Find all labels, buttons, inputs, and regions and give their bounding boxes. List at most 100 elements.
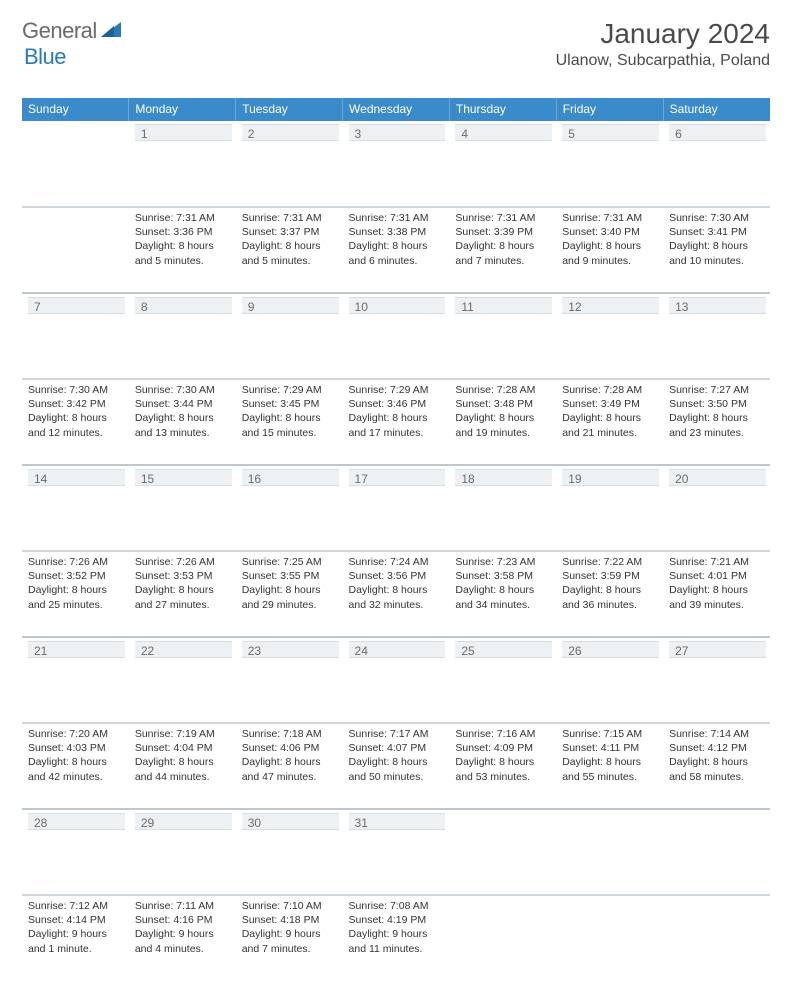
sunset-line: Sunset: 3:49 PM [562, 397, 659, 411]
sunrise-line: Sunrise: 7:29 AM [349, 383, 446, 397]
day-cell: Sunrise: 7:08 AMSunset: 4:19 PMDaylight:… [343, 895, 450, 981]
sunrise-line: Sunrise: 7:28 AM [562, 383, 659, 397]
day-number: 7 [28, 297, 125, 314]
day-cell: Sunrise: 7:14 AMSunset: 4:12 PMDaylight:… [663, 723, 770, 809]
day-number: 8 [135, 297, 232, 314]
weekday-header: Monday [129, 98, 236, 121]
sunset-line: Sunset: 4:07 PM [349, 741, 446, 755]
sunrise-line: Sunrise: 7:21 AM [669, 555, 766, 569]
daylight-line: Daylight: 8 hours and 58 minutes. [669, 755, 766, 783]
daylight-line: Daylight: 8 hours and 44 minutes. [135, 755, 232, 783]
daylight-line: Daylight: 8 hours and 39 minutes. [669, 583, 766, 611]
daynum-row: 14151617181920 [22, 465, 770, 551]
sunset-line: Sunset: 3:59 PM [562, 569, 659, 583]
daylight-line: Daylight: 8 hours and 25 minutes. [28, 583, 125, 611]
day-cell [663, 895, 770, 981]
daylight-line: Daylight: 8 hours and 12 minutes. [28, 411, 125, 439]
day-number: 29 [135, 813, 232, 830]
day-cell: Sunrise: 7:19 AMSunset: 4:04 PMDaylight:… [129, 723, 236, 809]
sunrise-line: Sunrise: 7:18 AM [242, 727, 339, 741]
sunset-line: Sunset: 3:52 PM [28, 569, 125, 583]
sunrise-line: Sunrise: 7:22 AM [562, 555, 659, 569]
daylight-line: Daylight: 8 hours and 5 minutes. [242, 239, 339, 267]
day-number: 11 [455, 297, 552, 314]
week-row: Sunrise: 7:12 AMSunset: 4:14 PMDaylight:… [22, 895, 770, 981]
sunrise-line: Sunrise: 7:31 AM [135, 211, 232, 225]
day-number: 18 [455, 469, 552, 486]
day-cell: Sunrise: 7:30 AMSunset: 3:41 PMDaylight:… [663, 207, 770, 293]
day-number: 19 [562, 469, 659, 486]
day-number: 23 [242, 641, 339, 658]
day-cell: Sunrise: 7:16 AMSunset: 4:09 PMDaylight:… [449, 723, 556, 809]
daynum-row: 123456 [22, 121, 770, 207]
day-cell: Sunrise: 7:31 AMSunset: 3:37 PMDaylight:… [236, 207, 343, 293]
day-cell: Sunrise: 7:31 AMSunset: 3:39 PMDaylight:… [449, 207, 556, 293]
sunset-line: Sunset: 4:18 PM [242, 913, 339, 927]
day-number [455, 813, 552, 830]
sunrise-line: Sunrise: 7:17 AM [349, 727, 446, 741]
day-number: 24 [349, 641, 446, 658]
week-row: Sunrise: 7:26 AMSunset: 3:52 PMDaylight:… [22, 551, 770, 637]
day-cell: Sunrise: 7:21 AMSunset: 4:01 PMDaylight:… [663, 551, 770, 637]
sunset-line: Sunset: 4:14 PM [28, 913, 125, 927]
sunset-line: Sunset: 4:09 PM [455, 741, 552, 755]
sunset-line: Sunset: 4:11 PM [562, 741, 659, 755]
daylight-line: Daylight: 8 hours and 27 minutes. [135, 583, 232, 611]
day-cell [556, 895, 663, 981]
sunrise-line: Sunrise: 7:30 AM [669, 211, 766, 225]
daylight-line: Daylight: 9 hours and 7 minutes. [242, 927, 339, 955]
day-number: 26 [562, 641, 659, 658]
day-number: 10 [349, 297, 446, 314]
sunrise-line: Sunrise: 7:23 AM [455, 555, 552, 569]
day-number: 4 [455, 124, 552, 141]
day-number: 15 [135, 469, 232, 486]
day-number: 31 [349, 813, 446, 830]
day-cell: Sunrise: 7:30 AMSunset: 3:42 PMDaylight:… [22, 379, 129, 465]
day-cell [22, 207, 129, 293]
sunset-line: Sunset: 3:45 PM [242, 397, 339, 411]
sunset-line: Sunset: 3:40 PM [562, 225, 659, 239]
day-number [669, 813, 766, 830]
sunrise-line: Sunrise: 7:31 AM [562, 211, 659, 225]
brand-word-1: General [22, 18, 97, 44]
daylight-line: Daylight: 9 hours and 11 minutes. [349, 927, 446, 955]
sunrise-line: Sunrise: 7:27 AM [669, 383, 766, 397]
sunrise-line: Sunrise: 7:29 AM [242, 383, 339, 397]
month-title: January 2024 [556, 18, 770, 50]
day-number: 9 [242, 297, 339, 314]
weekday-header: Thursday [449, 98, 556, 121]
day-number: 16 [242, 469, 339, 486]
day-number: 27 [669, 641, 766, 658]
sunset-line: Sunset: 4:16 PM [135, 913, 232, 927]
day-number: 25 [455, 641, 552, 658]
daynum-row: 28293031 [22, 809, 770, 895]
day-cell: Sunrise: 7:29 AMSunset: 3:45 PMDaylight:… [236, 379, 343, 465]
weekday-header: Tuesday [236, 98, 343, 121]
daylight-line: Daylight: 8 hours and 42 minutes. [28, 755, 125, 783]
day-cell: Sunrise: 7:27 AMSunset: 3:50 PMDaylight:… [663, 379, 770, 465]
day-cell: Sunrise: 7:23 AMSunset: 3:58 PMDaylight:… [449, 551, 556, 637]
sunrise-line: Sunrise: 7:10 AM [242, 899, 339, 913]
weekday-header: Friday [556, 98, 663, 121]
daylight-line: Daylight: 8 hours and 5 minutes. [135, 239, 232, 267]
daylight-line: Daylight: 8 hours and 55 minutes. [562, 755, 659, 783]
week-row: Sunrise: 7:31 AMSunset: 3:36 PMDaylight:… [22, 207, 770, 293]
sunrise-line: Sunrise: 7:20 AM [28, 727, 125, 741]
sunrise-line: Sunrise: 7:14 AM [669, 727, 766, 741]
sunset-line: Sunset: 3:36 PM [135, 225, 232, 239]
sunset-line: Sunset: 3:46 PM [349, 397, 446, 411]
week-row: Sunrise: 7:20 AMSunset: 4:03 PMDaylight:… [22, 723, 770, 809]
daylight-line: Daylight: 8 hours and 23 minutes. [669, 411, 766, 439]
week-row: Sunrise: 7:30 AMSunset: 3:42 PMDaylight:… [22, 379, 770, 465]
triangle-icon [101, 20, 121, 43]
sunset-line: Sunset: 3:37 PM [242, 225, 339, 239]
brand-logo: General [22, 18, 123, 44]
weekday-header: Saturday [663, 98, 770, 121]
daylight-line: Daylight: 8 hours and 17 minutes. [349, 411, 446, 439]
sunrise-line: Sunrise: 7:11 AM [135, 899, 232, 913]
daynum-row: 21222324252627 [22, 637, 770, 723]
daylight-line: Daylight: 8 hours and 10 minutes. [669, 239, 766, 267]
daylight-line: Daylight: 8 hours and 13 minutes. [135, 411, 232, 439]
daylight-line: Daylight: 8 hours and 15 minutes. [242, 411, 339, 439]
day-cell: Sunrise: 7:10 AMSunset: 4:18 PMDaylight:… [236, 895, 343, 981]
